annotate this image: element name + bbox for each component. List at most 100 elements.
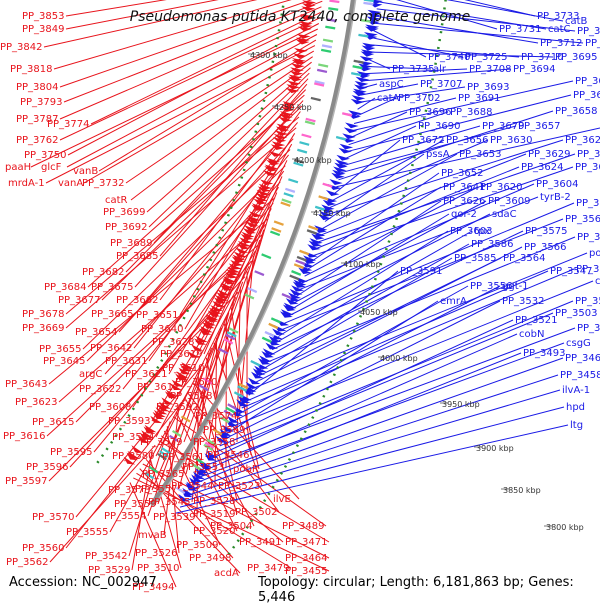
gene-label: PP_3562: [6, 557, 49, 568]
gene-label: PP_3544: [171, 481, 214, 492]
gene-label: PP_3651: [136, 310, 179, 321]
feature-block: [321, 49, 331, 53]
gene-label: PP_3574: [195, 411, 238, 422]
gene-label: PP_3702: [398, 93, 441, 104]
gene-label: PP_3546: [207, 450, 250, 461]
gene-label: PP_3570: [32, 512, 75, 523]
gene-label: PP_3774: [47, 119, 90, 130]
gene-label: PP_3691: [458, 93, 501, 104]
gene-label: PP_3558: [193, 437, 236, 448]
gene-label: PP_3569: [203, 425, 246, 436]
gene-label: PP_3567: [565, 214, 600, 225]
gene-label: PP_3678: [22, 309, 65, 320]
leader-line: [320, 154, 526, 235]
gene-label: PP_3592: [156, 402, 199, 413]
gene-label: sdaC: [492, 209, 517, 220]
gene-label: cobW: [595, 276, 600, 287]
gene-label: PP_3479: [247, 563, 290, 574]
gene-label: PP_3762: [16, 135, 59, 146]
tick-label: 4050 kbp: [360, 308, 398, 317]
gene-label: PP_3667: [575, 76, 600, 87]
forward-gene-arrow: [340, 144, 354, 150]
gene-label: PP_3595: [50, 447, 93, 458]
feature-block: [297, 149, 307, 154]
tick-label: 3800 kbp: [546, 523, 584, 532]
gene-label: PP_3693: [467, 82, 510, 93]
gene-label: PP_3842: [0, 42, 43, 53]
tick-label: 4250 kbp: [274, 103, 312, 112]
gene-label: PP_3629: [528, 149, 571, 160]
gene-label: PP_3555: [66, 527, 109, 538]
gene-label: PP_3616: [3, 431, 46, 442]
gene-label: acdA: [214, 568, 239, 579]
gene-label: PP_3725: [465, 52, 508, 63]
gene-label: PP_3588: [170, 391, 213, 402]
gene-label: PP_3692: [105, 222, 148, 233]
tick-label: 3900 kbp: [476, 444, 514, 453]
gene-label: PP_3615: [32, 417, 75, 428]
gene-label: PP_3619: [160, 349, 203, 360]
feature-block: [268, 323, 278, 329]
feature-block: [261, 253, 271, 259]
gene-label: catA: [377, 93, 400, 104]
gene-label: PP_3521: [515, 315, 558, 326]
gene-label: PP_3560: [22, 543, 65, 554]
feature-block: [271, 317, 281, 323]
gene-label: PP_3610: [162, 363, 205, 374]
gene-label: PP_3699: [103, 207, 146, 218]
gene-label: PP_3528: [193, 496, 236, 507]
gene-label: PP_3580: [112, 451, 155, 462]
gene-label: PP_3498: [189, 553, 232, 564]
accession-text: Accession: NC_002947: [9, 575, 157, 590]
gene-label: PP_3700: [577, 26, 600, 37]
gene-label: PP_3520: [193, 526, 236, 537]
gene-label: ilvE: [273, 494, 291, 505]
feature-block: [318, 63, 328, 67]
feature-block: [353, 60, 363, 64]
gene-label: PP_3696: [409, 107, 452, 118]
feature-block: [322, 183, 332, 188]
gene-label: ggt-1: [502, 281, 529, 292]
gene-label: PP_3608: [89, 402, 132, 413]
gene-label: PP_3554: [104, 511, 147, 522]
gene-label: PP_3575: [525, 226, 568, 237]
feature-block: [301, 133, 311, 138]
feature-block: [311, 97, 321, 101]
gene-label: PP_3542: [85, 551, 128, 562]
gene-label: PP_3643: [5, 379, 48, 390]
gene-label: PP_3593: [108, 416, 151, 427]
gene-label: PP_3750: [24, 150, 67, 161]
gene-label: PP_3712: [540, 38, 583, 49]
gene-label: aspC: [379, 79, 404, 90]
gene-label: PP_3502: [235, 507, 278, 518]
feature-block: [299, 250, 309, 256]
gene-label: PP_3526: [135, 548, 178, 559]
feature-block: [325, 26, 335, 30]
gene-label: PP_3662: [116, 295, 159, 306]
gene-label: PP_3630: [490, 135, 533, 146]
gene-label: PP_3708: [469, 64, 512, 75]
gene-label: PP_3654: [75, 327, 118, 338]
gene-label: PP_3628: [152, 337, 195, 348]
gene-label: PP_3604: [536, 179, 579, 190]
gene-label: PP_3652: [441, 168, 484, 179]
feature-block: [254, 270, 264, 276]
gene-label: glcF: [41, 162, 62, 173]
gene-label: PP_3624: [521, 162, 564, 173]
gene-label: PP_3735: [392, 64, 435, 75]
feature-block: [288, 178, 298, 183]
gene-label: PP_3466: [565, 353, 600, 364]
gene-label: PP_3527: [576, 264, 600, 275]
feature-block: [317, 69, 327, 73]
gene-label: PP_3640: [141, 324, 184, 335]
feature-block: [363, 2, 373, 6]
gene-label: PP_3490: [577, 323, 600, 334]
gene-label: PP_3464: [285, 553, 328, 564]
gene-label: PP_3732: [82, 178, 125, 189]
gene-label: PP_3597: [5, 476, 48, 487]
gene-label: vanA: [58, 178, 83, 189]
gene-label: PP_3622: [79, 384, 122, 395]
gene-label: PP_3609: [488, 196, 531, 207]
gene-label: PP_3849: [22, 24, 65, 35]
